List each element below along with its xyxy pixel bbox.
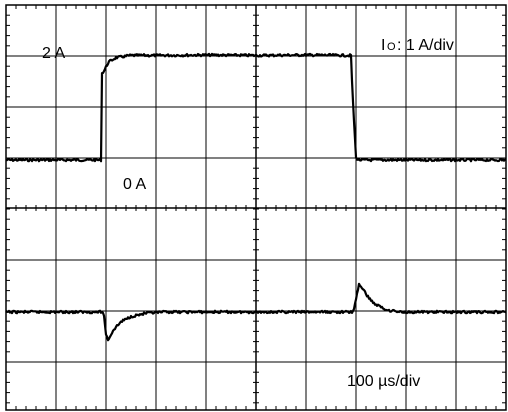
trace-channel-2 — [5, 282, 507, 342]
current-scale-value: : 1 A/div — [397, 37, 454, 54]
level-high-label: 2 A — [42, 45, 65, 62]
traces — [5, 52, 507, 342]
current-scale-label: I O : 1 A/div — [381, 37, 454, 54]
current-scale-prefix: I — [381, 37, 385, 54]
graticule — [5, 4, 507, 411]
level-low-label: 0 A — [123, 176, 146, 193]
current-scale-subscript: O — [387, 41, 396, 53]
trace-channel-1 — [5, 52, 507, 163]
time-scale-label: 100 µs/div — [347, 373, 420, 390]
